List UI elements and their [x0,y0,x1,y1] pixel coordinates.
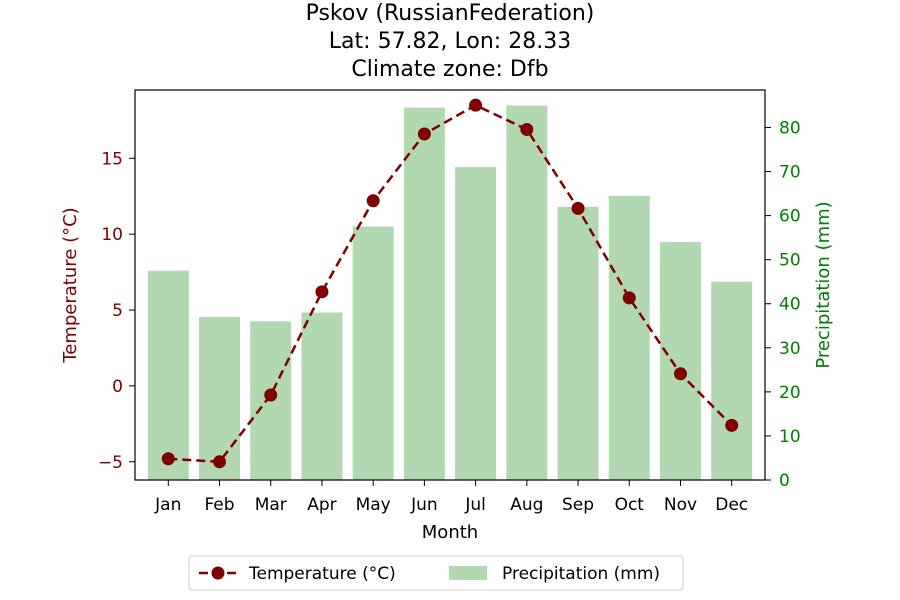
right-axis-tick-label: 60 [779,207,801,227]
x-axis-tick-label: Jul [464,495,486,515]
chart-title: Pskov (RussianFederation) Lat: 57.82, Lo… [0,0,900,84]
temperature-point [315,285,329,299]
left-axis-tick-label: −5 [98,453,123,473]
right-axis-tick-label: 40 [779,295,801,315]
precipitation-bar [660,242,701,480]
temperature-point [520,122,534,136]
chart-title-line-3: Climate zone: Dfb [351,57,549,82]
legend-box [188,555,684,591]
right-axis-tick-label: 30 [779,339,801,359]
legend-temperature-marker [211,566,225,580]
x-axis-tick-label: Mar [255,495,287,515]
precipitation-bar [301,312,343,480]
temperature-point [571,201,585,215]
temperature-point [161,452,175,466]
left-axis-label: Temperature (°C) [60,207,81,363]
precipitation-bar [608,195,650,481]
x-axis-label: Month [422,522,478,543]
precipitation-bar [147,270,189,480]
left-axis-tick-label: 10 [101,225,123,245]
x-axis-tick-label: Aug [510,495,543,515]
temperature-point [469,98,483,112]
right-axis-tick-label: 70 [779,163,801,183]
precipitation-bar [557,206,599,480]
temperature-point [264,388,278,402]
temperature-point [725,418,739,432]
plot-frame [134,89,766,481]
x-axis-tick-label: Feb [204,495,234,515]
precipitation-bar [352,226,394,480]
legend-precipitation-label: Precipitation (mm) [502,564,660,584]
chart-title-line-2: Lat: 57.82, Lon: 28.33 [328,29,572,54]
legend-precipitation-swatch [449,566,487,580]
x-axis-tick-label: Apr [307,495,336,515]
precipitation-bar [711,281,753,480]
chart-title-line-1: Pskov (RussianFederation) [305,1,595,26]
legend-temperature-label: Temperature (°C) [248,564,396,584]
left-axis-tick-label: 0 [112,377,123,397]
temperature-point [417,127,431,141]
left-axis-tick-label: 5 [112,301,123,321]
x-axis-tick-label: Oct [615,495,645,515]
right-axis-tick-label: 20 [779,383,801,403]
left-axis-tick-label: 15 [101,149,123,169]
temperature-point [366,194,380,208]
right-axis-tick-label: 80 [779,118,801,138]
x-axis-tick-label: May [356,495,391,515]
right-axis-tick-label: 10 [779,427,801,447]
x-axis-tick-label: Nov [664,495,697,515]
temperature-point [213,455,227,469]
temperature-point [673,367,687,381]
right-axis-tick-label: 0 [779,471,790,491]
x-axis-tick-label: Dec [715,495,748,515]
temperature-point [622,291,636,305]
right-axis-tick-label: 50 [779,251,801,271]
precipitation-bar [199,316,240,480]
precipitation-bar [403,107,445,480]
x-axis-tick-label: Sep [562,495,594,515]
temperature-line [168,103,733,464]
right-axis-label: Precipitation (mm) [813,201,834,368]
precipitation-bar [455,167,497,480]
x-axis-tick-label: Jan [154,495,181,515]
x-axis-tick-label: Jun [410,495,438,515]
precipitation-bar [506,105,548,480]
